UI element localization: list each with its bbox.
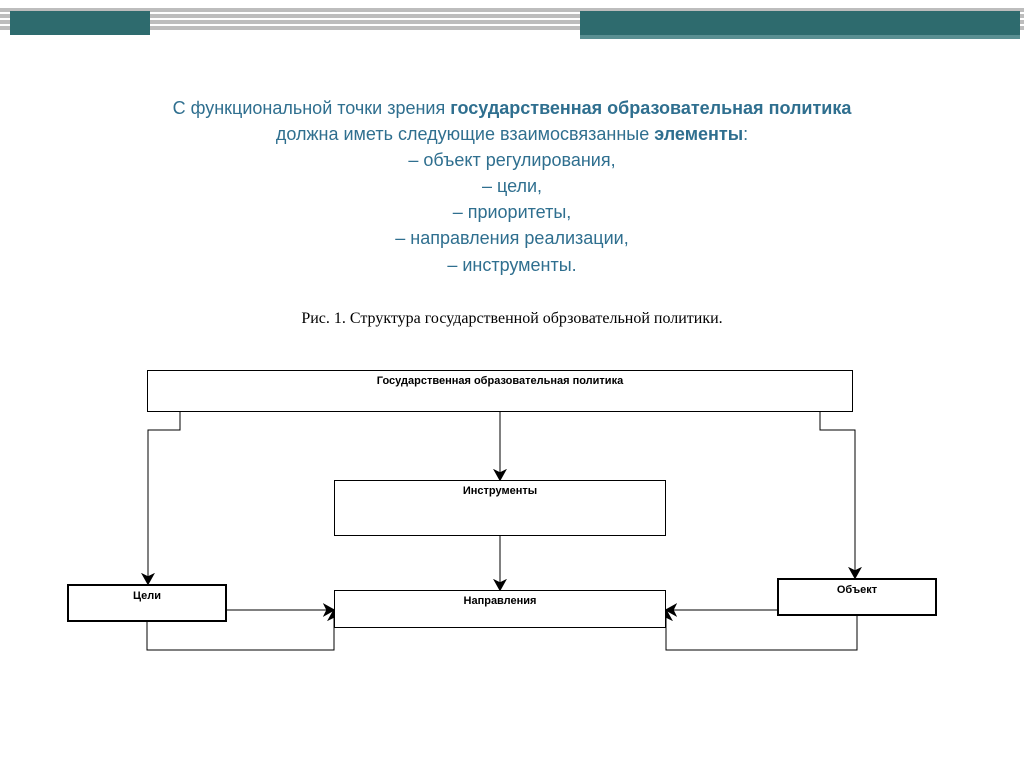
top-decor: [0, 0, 1024, 44]
flowchart-node-label: Государственная образовательная политика: [377, 375, 623, 387]
heading-line: С функциональной точки зрения государств…: [0, 95, 1024, 121]
flowchart-diagram: Государственная образовательная политика…: [0, 360, 1024, 730]
flowchart-edges: [0, 360, 1024, 730]
flowchart-node-label: Цели: [133, 590, 161, 602]
heading-line: – приоритеты,: [0, 199, 1024, 225]
flowchart-node-mid: Инструменты: [334, 480, 666, 536]
slide-page: С функциональной точки зрения государств…: [0, 0, 1024, 767]
slide-heading: С функциональной точки зрения государств…: [0, 95, 1024, 278]
flowchart-edge: [820, 412, 855, 578]
heading-line: – направления реализации,: [0, 225, 1024, 251]
flowchart-node-top: Государственная образовательная политика: [147, 370, 853, 412]
flowchart-node-label: Объект: [837, 584, 877, 596]
flowchart-node-directions: Направления: [334, 590, 666, 628]
heading-line: должна иметь следующие взаимосвязанные э…: [0, 121, 1024, 147]
heading-line: – инструменты.: [0, 252, 1024, 278]
accent-bar-under: [580, 35, 1020, 39]
accent-bar: [10, 11, 150, 35]
heading-line: – цели,: [0, 173, 1024, 199]
figure-caption: Рис. 1. Структура государственной обрзов…: [0, 310, 1024, 328]
flowchart-node-object: Объект: [777, 578, 937, 616]
flowchart-edge: [666, 610, 857, 650]
flowchart-node-label: Направления: [464, 595, 537, 607]
flowchart-node-goals: Цели: [67, 584, 227, 622]
heading-line: – объект регулирования,: [0, 147, 1024, 173]
accent-bar: [580, 11, 1020, 35]
flowchart-edge: [148, 412, 180, 584]
flowchart-node-label: Инструменты: [463, 485, 537, 497]
